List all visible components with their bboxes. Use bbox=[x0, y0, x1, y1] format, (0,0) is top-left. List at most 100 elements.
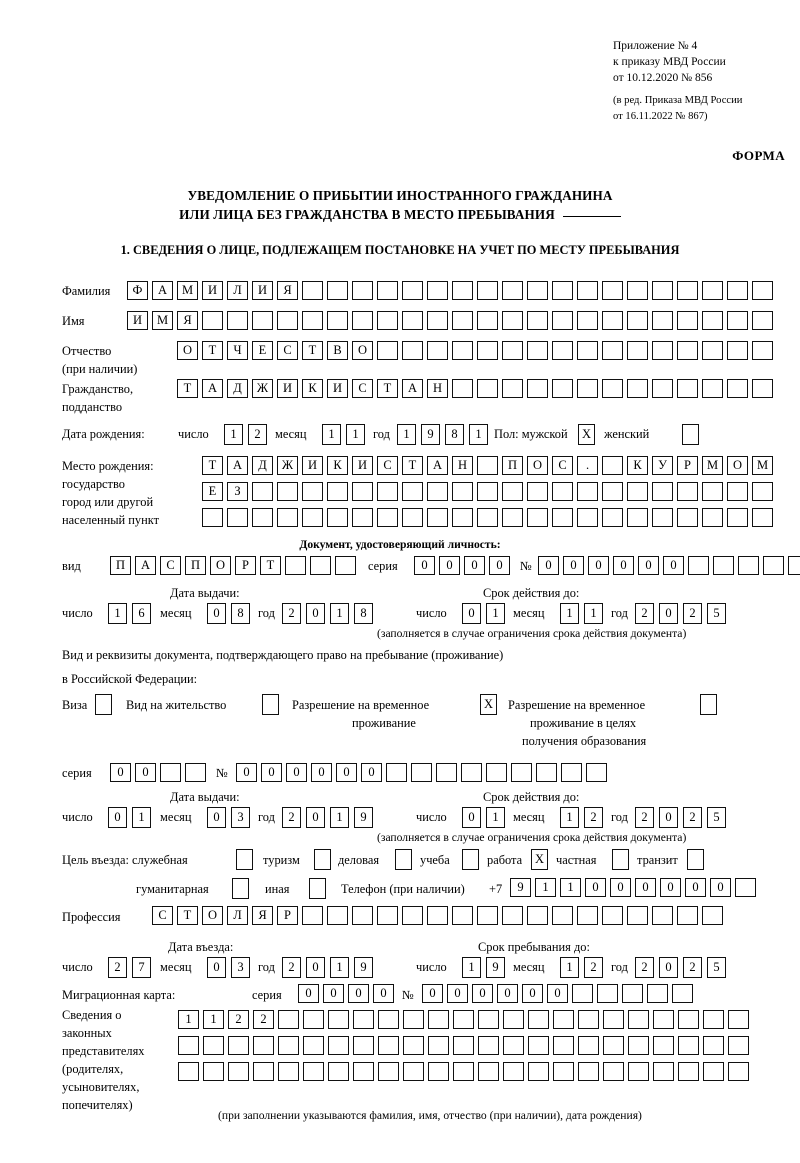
char-cell[interactable] bbox=[578, 1010, 599, 1029]
char-cell[interactable] bbox=[652, 311, 673, 330]
char-cell[interactable]: 8 bbox=[231, 603, 250, 624]
char-cell[interactable]: 2 bbox=[584, 807, 603, 828]
char-cell[interactable]: 0 bbox=[236, 763, 257, 782]
char-cell[interactable] bbox=[352, 311, 373, 330]
char-cell[interactable]: 0 bbox=[638, 556, 659, 575]
char-cell[interactable] bbox=[386, 763, 407, 782]
char-cell[interactable] bbox=[327, 281, 348, 300]
char-cell[interactable] bbox=[735, 878, 756, 897]
char-cell[interactable] bbox=[602, 456, 623, 475]
char-cell[interactable] bbox=[627, 281, 648, 300]
char-cell[interactable] bbox=[377, 281, 398, 300]
char-cell[interactable] bbox=[627, 508, 648, 527]
char-cell[interactable] bbox=[528, 1062, 549, 1081]
char-cell[interactable]: 0 bbox=[659, 957, 678, 978]
char-cell[interactable] bbox=[452, 341, 473, 360]
sex-male-checkbox[interactable]: X bbox=[578, 424, 595, 445]
char-cell[interactable]: 1 bbox=[330, 603, 349, 624]
char-cell[interactable] bbox=[552, 508, 573, 527]
char-cell[interactable] bbox=[486, 763, 507, 782]
char-cell[interactable]: 9 bbox=[354, 957, 373, 978]
char-cell[interactable] bbox=[577, 379, 598, 398]
char-cell[interactable] bbox=[377, 508, 398, 527]
char-cell[interactable]: Т bbox=[402, 456, 423, 475]
char-cell[interactable] bbox=[378, 1010, 399, 1029]
char-cell[interactable] bbox=[677, 379, 698, 398]
char-cell[interactable] bbox=[527, 906, 548, 925]
char-cell[interactable]: 2 bbox=[683, 603, 702, 624]
char-cell[interactable] bbox=[352, 482, 373, 501]
char-cell[interactable] bbox=[477, 508, 498, 527]
char-cell[interactable]: П bbox=[502, 456, 523, 475]
char-cell[interactable] bbox=[160, 763, 181, 782]
char-cell[interactable] bbox=[586, 763, 607, 782]
char-cell[interactable]: Т bbox=[202, 341, 223, 360]
char-cell[interactable] bbox=[252, 482, 273, 501]
char-cell[interactable] bbox=[227, 508, 248, 527]
char-cell[interactable] bbox=[602, 482, 623, 501]
birthplace-boxes-row3[interactable] bbox=[202, 508, 773, 527]
purpose-transit-checkbox[interactable] bbox=[687, 849, 704, 870]
char-cell[interactable] bbox=[702, 482, 723, 501]
char-cell[interactable]: 0 bbox=[659, 603, 678, 624]
char-cell[interactable] bbox=[653, 1010, 674, 1029]
char-cell[interactable]: Я bbox=[177, 311, 198, 330]
char-cell[interactable] bbox=[502, 281, 523, 300]
char-cell[interactable]: И bbox=[277, 379, 298, 398]
char-cell[interactable] bbox=[528, 1010, 549, 1029]
char-cell[interactable] bbox=[577, 482, 598, 501]
char-cell[interactable]: С bbox=[152, 906, 173, 925]
char-cell[interactable]: 8 bbox=[354, 603, 373, 624]
char-cell[interactable] bbox=[703, 1010, 724, 1029]
char-cell[interactable]: 0 bbox=[286, 763, 307, 782]
char-cell[interactable] bbox=[527, 508, 548, 527]
char-cell[interactable] bbox=[653, 1062, 674, 1081]
char-cell[interactable] bbox=[327, 508, 348, 527]
temp-edu-checkbox[interactable] bbox=[700, 694, 717, 715]
char-cell[interactable]: Т bbox=[302, 341, 323, 360]
char-cell[interactable] bbox=[503, 1036, 524, 1055]
char-cell[interactable]: 1 bbox=[486, 603, 505, 624]
char-cell[interactable] bbox=[527, 482, 548, 501]
char-cell[interactable] bbox=[527, 311, 548, 330]
legal-rep-boxes-row2[interactable] bbox=[178, 1036, 749, 1055]
char-cell[interactable] bbox=[713, 556, 734, 575]
char-cell[interactable]: 0 bbox=[497, 984, 518, 1003]
char-cell[interactable] bbox=[788, 556, 800, 575]
purpose-other-checkbox[interactable] bbox=[309, 878, 326, 899]
char-cell[interactable] bbox=[628, 1062, 649, 1081]
char-cell[interactable] bbox=[528, 1036, 549, 1055]
purpose-study-checkbox[interactable] bbox=[462, 849, 479, 870]
char-cell[interactable] bbox=[727, 311, 748, 330]
char-cell[interactable] bbox=[688, 556, 709, 575]
char-cell[interactable] bbox=[302, 281, 323, 300]
char-cell[interactable] bbox=[727, 281, 748, 300]
char-cell[interactable] bbox=[511, 763, 532, 782]
char-cell[interactable]: 0 bbox=[489, 556, 510, 575]
char-cell[interactable]: 2 bbox=[248, 424, 267, 445]
purpose-work-checkbox[interactable]: X bbox=[531, 849, 548, 870]
legal-rep-boxes-row3[interactable] bbox=[178, 1062, 749, 1081]
char-cell[interactable]: Е bbox=[202, 482, 223, 501]
purpose-private-checkbox[interactable] bbox=[612, 849, 629, 870]
char-cell[interactable]: М bbox=[702, 456, 723, 475]
char-cell[interactable]: О bbox=[202, 906, 223, 925]
char-cell[interactable]: И bbox=[327, 379, 348, 398]
char-cell[interactable]: 0 bbox=[538, 556, 559, 575]
char-cell[interactable] bbox=[253, 1062, 274, 1081]
char-cell[interactable] bbox=[477, 379, 498, 398]
char-cell[interactable] bbox=[427, 341, 448, 360]
char-cell[interactable] bbox=[427, 508, 448, 527]
char-cell[interactable]: 7 bbox=[132, 957, 151, 978]
char-cell[interactable] bbox=[552, 281, 573, 300]
char-cell[interactable] bbox=[452, 379, 473, 398]
char-cell[interactable] bbox=[436, 763, 457, 782]
char-cell[interactable]: 0 bbox=[585, 878, 606, 897]
